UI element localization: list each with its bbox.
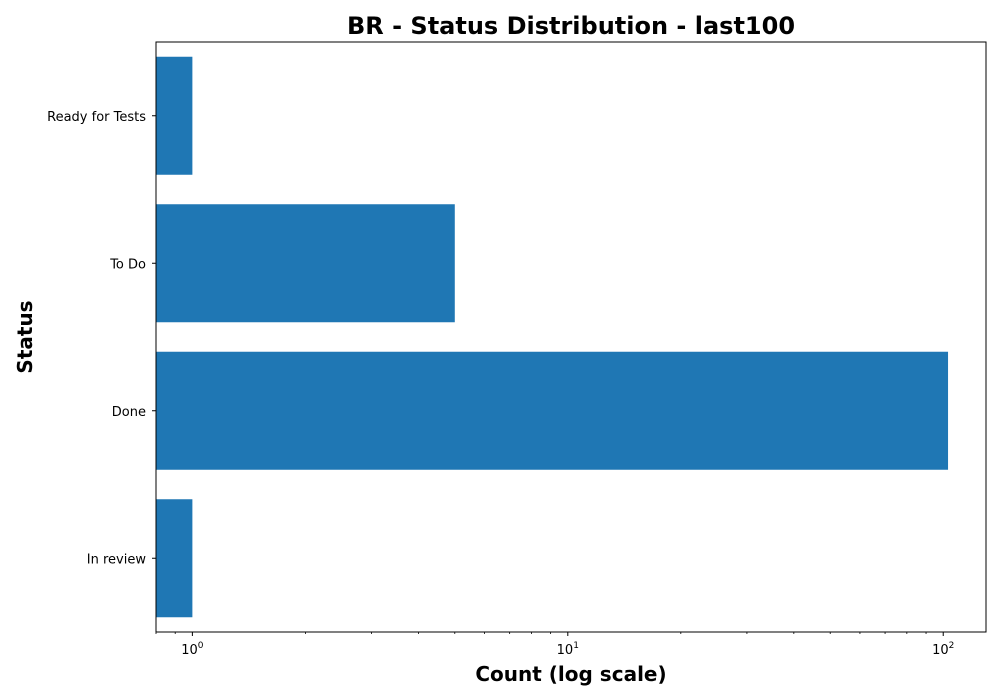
y-axis-label: Status [13, 300, 37, 373]
plot-frame [155, 41, 987, 633]
bar-in-review [156, 499, 193, 618]
chart-title: BR - Status Distribution - last100 [347, 12, 795, 40]
x-tick-label: 102 [932, 641, 954, 658]
bar-done [156, 351, 949, 470]
ticks-layer: In review Done To Do Ready for Tests 100 101 1… [47, 110, 954, 658]
bar-to-do [156, 204, 455, 323]
x-tick-label: 101 [557, 641, 579, 658]
y-tick-label: Ready for Tests [47, 110, 146, 125]
bar-ready-for-tests [156, 56, 193, 175]
y-tick-label: Done [112, 405, 146, 420]
y-tick-label: In review [87, 552, 147, 567]
bars-layer [156, 56, 949, 618]
x-axis-label: Count (log scale) [475, 662, 666, 686]
x-tick-label: 100 [181, 641, 204, 658]
y-tick-label: To Do [109, 257, 146, 272]
